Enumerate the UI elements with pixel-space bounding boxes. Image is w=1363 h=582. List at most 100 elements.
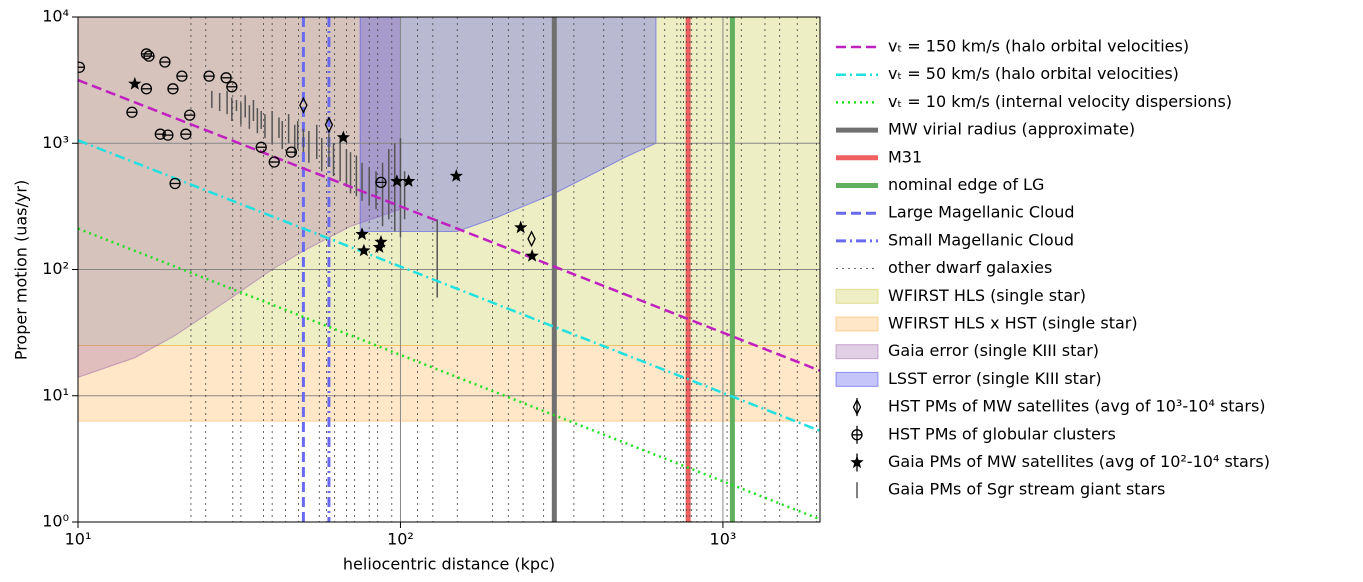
legend-label: HST PMs of globular clusters bbox=[888, 424, 1116, 443]
legend-label: Small Magellanic Cloud bbox=[888, 230, 1074, 249]
point bbox=[357, 243, 371, 257]
y-tick-label: 10² bbox=[42, 259, 69, 278]
x-tick-label: 10³ bbox=[710, 530, 737, 549]
point bbox=[402, 174, 416, 187]
y-tick-label: 10⁴ bbox=[42, 7, 69, 26]
legend-label: vₜ = 150 km/s (halo orbital velocities) bbox=[888, 37, 1189, 56]
legend-label: Gaia error (single KIII star) bbox=[888, 341, 1099, 360]
point bbox=[372, 240, 386, 253]
diamond bbox=[324, 116, 334, 134]
point bbox=[374, 235, 388, 248]
point bbox=[140, 48, 153, 60]
plot-area bbox=[78, 17, 820, 522]
legend-label: WFIRST HLS (single star) bbox=[888, 286, 1086, 305]
legend-label: vₜ = 10 km/s (internal velocity dispersi… bbox=[888, 92, 1232, 111]
velocity-line bbox=[78, 78, 820, 372]
star bbox=[336, 130, 350, 144]
point bbox=[140, 83, 153, 95]
star bbox=[357, 243, 371, 257]
y-axis-label: Proper motion (uas/yr) bbox=[12, 180, 31, 360]
point bbox=[78, 61, 86, 73]
region bbox=[78, 345, 820, 422]
legend-entry: Gaia PMs of MW satellites (avg of 10²-10… bbox=[850, 452, 1270, 472]
star bbox=[449, 169, 463, 182]
point bbox=[203, 70, 215, 82]
point bbox=[336, 130, 350, 144]
point bbox=[154, 128, 166, 140]
legend-entry: Gaia PMs of Sgr stream giant stars bbox=[856, 480, 1165, 499]
legend-entry: WFIRST HLS (single star) bbox=[835, 286, 1086, 305]
legend-swatch bbox=[835, 371, 879, 387]
diamond bbox=[852, 398, 862, 416]
legend-entry: vₜ = 50 km/s (halo orbital velocities) bbox=[836, 64, 1179, 83]
point bbox=[525, 249, 539, 262]
star bbox=[372, 240, 386, 253]
legend-entry: HST PMs of globular clusters bbox=[851, 424, 1116, 444]
star bbox=[374, 235, 388, 248]
star bbox=[525, 249, 539, 262]
point bbox=[390, 174, 404, 187]
legend-label: Gaia PMs of Sgr stream giant stars bbox=[888, 480, 1165, 499]
star bbox=[850, 455, 864, 469]
legend-entry: other dwarf galaxies bbox=[836, 258, 1052, 277]
legend-entry: MW virial radius (approximate) bbox=[836, 120, 1135, 139]
legend-swatch bbox=[835, 316, 879, 332]
point bbox=[514, 220, 528, 234]
legend-entry: LSST error (single KIII star) bbox=[835, 369, 1102, 388]
point bbox=[159, 56, 171, 68]
legend-label: M31 bbox=[888, 147, 922, 166]
star bbox=[355, 227, 369, 240]
point bbox=[375, 176, 387, 189]
legend-swatch bbox=[835, 288, 879, 304]
plot-clip bbox=[78, 17, 820, 522]
legend-entry: vₜ = 150 km/s (halo orbital velocities) bbox=[836, 37, 1189, 56]
x-tick-label: 10¹ bbox=[65, 530, 92, 549]
point bbox=[285, 146, 298, 158]
point bbox=[180, 128, 192, 140]
point bbox=[226, 81, 238, 93]
legend-label: MW virial radius (approximate) bbox=[888, 120, 1135, 139]
y-tick-label: 10³ bbox=[42, 133, 69, 152]
velocity-line bbox=[78, 139, 820, 433]
x-tick-label: 10² bbox=[387, 530, 414, 549]
point bbox=[162, 129, 174, 141]
legend-entry: nominal edge of LG bbox=[836, 175, 1044, 194]
legend-entry: M31 bbox=[836, 147, 922, 166]
star bbox=[402, 174, 416, 187]
point bbox=[255, 141, 267, 153]
point bbox=[169, 177, 181, 190]
legend-label: LSST error (single KIII star) bbox=[888, 369, 1102, 388]
legend-label: other dwarf galaxies bbox=[888, 258, 1052, 277]
legend-label: vₜ = 50 km/s (halo orbital velocities) bbox=[888, 64, 1179, 83]
star bbox=[390, 174, 404, 187]
legend-label: nominal edge of LG bbox=[888, 175, 1044, 194]
point bbox=[268, 156, 280, 168]
point bbox=[128, 76, 142, 90]
legend-entry: vₜ = 10 km/s (internal velocity dispersi… bbox=[836, 92, 1232, 111]
point bbox=[176, 70, 188, 82]
legend-label: HST PMs of MW satellites (avg of 10³-10⁴… bbox=[888, 397, 1266, 416]
legend-entry: Large Magellanic Cloud bbox=[836, 203, 1075, 222]
y-tick-label: 10⁰ bbox=[42, 512, 69, 531]
point bbox=[449, 169, 463, 182]
legend-label: Gaia PMs of MW satellites (avg of 10²-10… bbox=[888, 452, 1270, 471]
legend-entry: HST PMs of MW satellites (avg of 10³-10⁴… bbox=[852, 397, 1266, 417]
legend-label: WFIRST HLS x HST (single star) bbox=[888, 314, 1138, 333]
legend-label: Large Magellanic Cloud bbox=[888, 203, 1075, 222]
legend-entry: Gaia error (single KIII star) bbox=[835, 341, 1099, 360]
diamond bbox=[299, 96, 308, 114]
point bbox=[143, 50, 155, 62]
point bbox=[184, 109, 196, 121]
point bbox=[355, 227, 369, 240]
diamond bbox=[527, 230, 536, 248]
y-tick-label: 10¹ bbox=[42, 385, 69, 404]
point bbox=[299, 96, 308, 114]
point bbox=[324, 116, 334, 134]
legend-entry: WFIRST HLS x HST (single star) bbox=[835, 314, 1138, 333]
star bbox=[514, 220, 528, 234]
point bbox=[167, 83, 179, 95]
legend-swatch bbox=[835, 344, 879, 360]
star bbox=[128, 76, 142, 90]
point bbox=[126, 106, 138, 118]
